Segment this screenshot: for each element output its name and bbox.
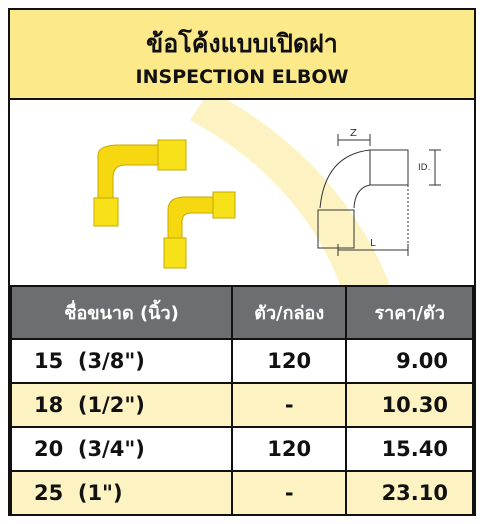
table-cell: 15.40: [345, 426, 474, 472]
elbow-socket: [93, 197, 119, 227]
title-thai: ข้อโค้งแบบเปิดฝา: [146, 29, 338, 58]
table-row: 15 (3/8") 120 9.00: [10, 338, 474, 384]
elbow-large: [93, 139, 187, 227]
decor-swoosh: [190, 100, 390, 285]
table-row: 18 (1/2") -10.30: [10, 382, 474, 428]
column-header: ราคา/ตัว: [345, 285, 474, 340]
table-row: 20 (3/4") 120 15.40: [10, 426, 474, 472]
elbow-socket: [163, 237, 187, 269]
table-cell: 23.10: [345, 470, 474, 514]
elbow-socket: [157, 139, 187, 171]
title-bar: ข้อโค้งแบบเปิดฝา INSPECTION ELBOW: [10, 10, 474, 100]
table-cell: 18 (1/2"): [10, 382, 234, 428]
column-header: ตัว/กล่อง: [231, 285, 348, 340]
elbow-small: [163, 191, 236, 269]
dim-l: L: [370, 238, 376, 249]
table-cell: 120: [231, 338, 348, 384]
table-cell: 120: [231, 426, 348, 472]
table-cell: -: [231, 382, 348, 428]
dim-z: Z: [350, 128, 357, 139]
table-cell: 10.30: [345, 382, 474, 428]
table-cell: 9.00: [345, 338, 474, 384]
table-cell: 25 (1"): [10, 470, 234, 514]
table-cell: -: [231, 470, 348, 514]
table-row: 25 (1") -23.10: [10, 470, 474, 514]
table-cell: 20 (3/4"): [10, 426, 234, 472]
header-row: ชื่อขนาด (นิ้ว) ตัว/กล่อง ราคา/ตัว: [10, 285, 474, 340]
product-card: ข้อโค้งแบบเปิดฝา INSPECTION ELBOW Z ID. …: [8, 8, 476, 516]
elbow-socket: [212, 191, 236, 219]
dimension-diagram: [317, 134, 441, 256]
product-image: Z ID. L: [93, 100, 441, 285]
price-table: ชื่อขนาด (นิ้ว) ตัว/กล่อง ราคา/ตัว 15 (3/8…: [10, 285, 474, 514]
column-header: ชื่อขนาด (นิ้ว): [10, 285, 234, 340]
title-english: INSPECTION ELBOW: [135, 66, 349, 88]
table-cell: 15 (3/8"): [10, 338, 234, 384]
dim-id: ID.: [418, 163, 430, 173]
